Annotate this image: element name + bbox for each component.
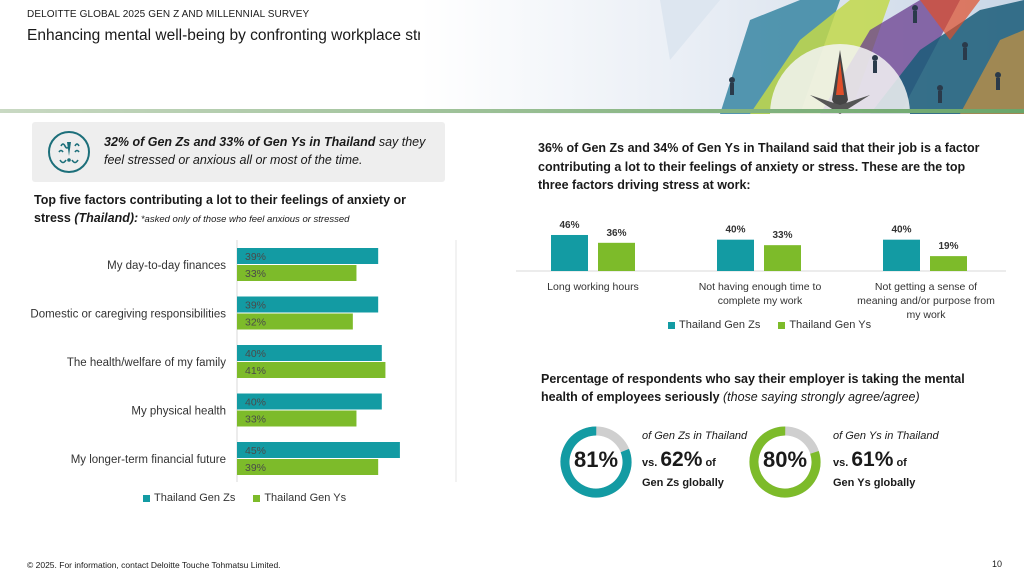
hbar-gen-z [237,248,379,264]
hbar-value-label: 39% [245,251,266,263]
hbar-category-label: My physical health [131,406,226,418]
gen-z-compare-top: of Gen Zs in Thailand [642,430,748,442]
donut-gen-y-arc [749,426,821,498]
vbar-category-label: complete my work [718,295,803,307]
callout-text: 32% of Gen Zs and 33% of Gen Ys in Thail… [104,133,439,169]
employer-heading: Percentage of respondents who say their … [541,370,1001,406]
vbar-value-label: 40% [725,225,745,236]
vbar-value-label: 46% [559,220,579,231]
callout-rest: say they feel stressed or anxious all or… [104,135,426,167]
hbar-category-label: My day-to-day finances [107,260,226,272]
page-title: Enhancing mental well-being by confronti… [27,27,447,44]
vbar-value-label: 36% [606,228,626,239]
donut-gen-z-value: 81% [573,447,619,472]
hbar-gen-z [237,393,382,410]
hbar-gen-y [237,362,386,378]
donut-gen-z-arc [560,426,632,498]
vbar-gen-z [717,239,754,271]
legend-label-gen-y: Thailand Gen Ys [789,319,872,331]
hbar-value-label: 39% [245,462,266,474]
hbar-value-label: 40% [245,397,266,409]
vbar-category-label: Not getting a sense of [875,281,977,293]
footer-copyright: © 2025. For information, contact Deloitt… [27,560,281,570]
hbar-value-label: 33% [245,268,266,280]
hbar-value-label: 45% [245,445,266,457]
vbar-gen-z [551,234,588,271]
left-heading-main: Top five factors contributing a lot to t… [34,193,407,225]
page-number: 10 [992,559,1003,569]
vbar-gen-z [883,239,920,271]
right-chart-legend: Thailand Gen Zs Thailand Gen Ys [668,319,889,331]
legend-swatch-gen-y [778,321,786,329]
gen-z-global-value: 62% [660,448,703,471]
hbar-gen-y [237,313,353,330]
vbar-value-label: 33% [772,230,792,241]
vbar-gen-y [598,242,635,271]
left-heading-note: *asked only of those who feel anxious or… [138,214,350,225]
gen-z-compare-tail: Gen Zs globally [642,477,724,489]
vbar-gen-y [930,256,967,271]
hbar-gen-z [237,345,382,361]
hbar-value-label: 32% [245,317,266,329]
hbar-value-label: 41% [245,365,266,377]
callout-box [32,122,445,182]
gen-z-compare: vs. 62% of Gen Zs globally [642,448,742,493]
employer-heading-main: Percentage of respondents who say their … [541,372,965,404]
left-chart-heading: Top five factors contributing a lot to t… [34,191,414,229]
vbar-category-label: meaning and/or purpose from [857,295,995,307]
left-heading-italic: (Thailand): [74,211,139,225]
hbar-gen-z [237,442,400,458]
gen-y-global-value: 61% [851,448,894,471]
hbar-category-label: Domestic or caregiving responsibilities [30,309,226,321]
legend-gen-z: Thailand Gen Zs [668,319,760,331]
hbar-value-label: 40% [245,348,266,360]
donut-gen-y-value: 80% [762,447,808,472]
legend-swatch-gen-z [143,494,150,502]
legend-swatch-gen-z [668,321,675,329]
legend-label-gen-y: Thailand Gen Ys [264,492,347,504]
legend-label-gen-z: Thailand Gen Zs [679,319,761,331]
gen-z-of: of [705,457,716,469]
employer-heading-italic: (those saying strongly agree/agree) [723,390,920,404]
anxious-head-icon [48,131,90,173]
gen-y-compare-tail: Gen Ys globally [833,477,916,489]
hbar-gen-y [237,459,379,475]
legend-gen-y: Thailand Gen Ys [253,492,346,504]
gen-z-vs: vs. [642,457,658,469]
gen-y-compare-top: of Gen Ys in Thailand [833,430,939,442]
vbar-category-label: my work [906,309,946,321]
hbar-category-label: The health/welfare of my family [67,357,226,369]
hbar-category-label: My longer-term financial future [71,454,226,466]
left-chart-legend: Thailand Gen Zs Thailand Gen Ys [143,492,364,504]
header-rule [0,109,1024,113]
gen-y-of: of [896,457,907,469]
vbar-category-label: Long working hours [547,281,639,293]
gen-y-vs: vs. [833,457,849,469]
vbar-gen-y [764,245,801,271]
hbar-gen-y [237,410,357,427]
vbar-category-label: Not having enough time to [699,281,822,293]
hbar-value-label: 39% [245,300,266,312]
legend-label-gen-z: Thailand Gen Zs [154,492,236,504]
hbar-gen-z [237,296,379,313]
hbar-value-label: 33% [245,414,266,426]
right-chart-heading: 36% of Gen Zs and 34% of Gen Ys in Thail… [538,141,980,192]
legend-gen-z: Thailand Gen Zs [143,492,235,504]
gen-y-compare: vs. 61% of Gen Ys globally [833,448,933,493]
banner-illustration [420,0,1024,114]
vbar-value-label: 40% [891,225,911,236]
callout-bold: 32% of Gen Zs and 33% of Gen Ys in Thail… [104,135,376,149]
vbar-value-label: 19% [938,241,958,252]
legend-swatch-gen-y [253,494,261,502]
hbar-gen-y [237,265,357,281]
legend-gen-y: Thailand Gen Ys [778,319,871,331]
survey-label: DELOITTE GLOBAL 2025 GEN Z AND MILLENNIA… [27,9,310,20]
